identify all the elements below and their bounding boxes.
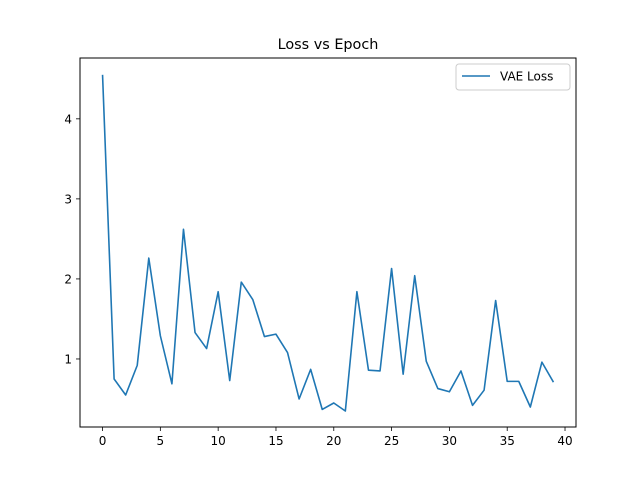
data-point [345, 410, 347, 412]
y-tick-label: 3 [64, 192, 72, 206]
y-tick-label: 4 [64, 112, 72, 126]
x-tick-label: 40 [557, 434, 572, 448]
series-line-0 [101, 74, 555, 412]
data-point [472, 405, 474, 407]
legend-box [455, 63, 571, 91]
y-axis: 1 2 3 4 [64, 112, 80, 366]
data-point [379, 370, 381, 372]
x-tick-label: 35 [500, 434, 515, 448]
data-point [148, 257, 150, 259]
x-tick-label: 25 [384, 434, 399, 448]
data-point [275, 333, 277, 335]
data-point [414, 275, 416, 277]
data-point [449, 391, 451, 393]
data-point [402, 373, 404, 375]
x-tick-label: 0 [99, 434, 107, 448]
x-tick-label: 20 [326, 434, 341, 448]
data-point [425, 361, 427, 363]
data-point [125, 394, 127, 396]
data-point [136, 365, 138, 367]
data-point [310, 369, 312, 371]
data-point [506, 381, 508, 383]
data-point [287, 352, 289, 354]
data-point [160, 335, 162, 337]
data-point [518, 381, 520, 383]
data-point [252, 299, 254, 301]
data-point [217, 291, 219, 293]
data-point [553, 381, 555, 383]
data-point [321, 409, 323, 411]
axes-frame [79, 57, 577, 428]
chart-title: Loss vs Epoch [278, 37, 379, 53]
data-point [102, 74, 104, 76]
data-point [264, 336, 266, 338]
data-point [368, 369, 370, 371]
data-point [240, 281, 242, 283]
data-point [356, 291, 358, 293]
legend: VAE Loss [455, 63, 571, 91]
data-point [194, 332, 196, 334]
data-point [437, 388, 439, 390]
data-point [460, 370, 462, 372]
x-axis: 0 5 10 15 20 25 30 35 40 [99, 427, 573, 448]
x-tick-label: 15 [268, 434, 283, 448]
data-point [113, 378, 115, 380]
data-point [333, 402, 335, 404]
x-tick-label: 5 [157, 434, 165, 448]
x-tick-label: 30 [442, 434, 457, 448]
data-point [229, 380, 231, 382]
data-point [171, 383, 173, 385]
legend-label-vae-loss: VAE Loss [500, 70, 553, 84]
data-point [530, 406, 532, 408]
y-tick-label: 1 [64, 352, 72, 366]
data-point [183, 228, 185, 230]
data-point [206, 348, 208, 350]
data-point [298, 398, 300, 400]
data-point [391, 268, 393, 270]
x-tick-label: 10 [211, 434, 226, 448]
data-point [495, 300, 497, 302]
y-tick-label: 2 [64, 272, 72, 286]
data-point [483, 389, 485, 391]
data-point [541, 361, 543, 363]
